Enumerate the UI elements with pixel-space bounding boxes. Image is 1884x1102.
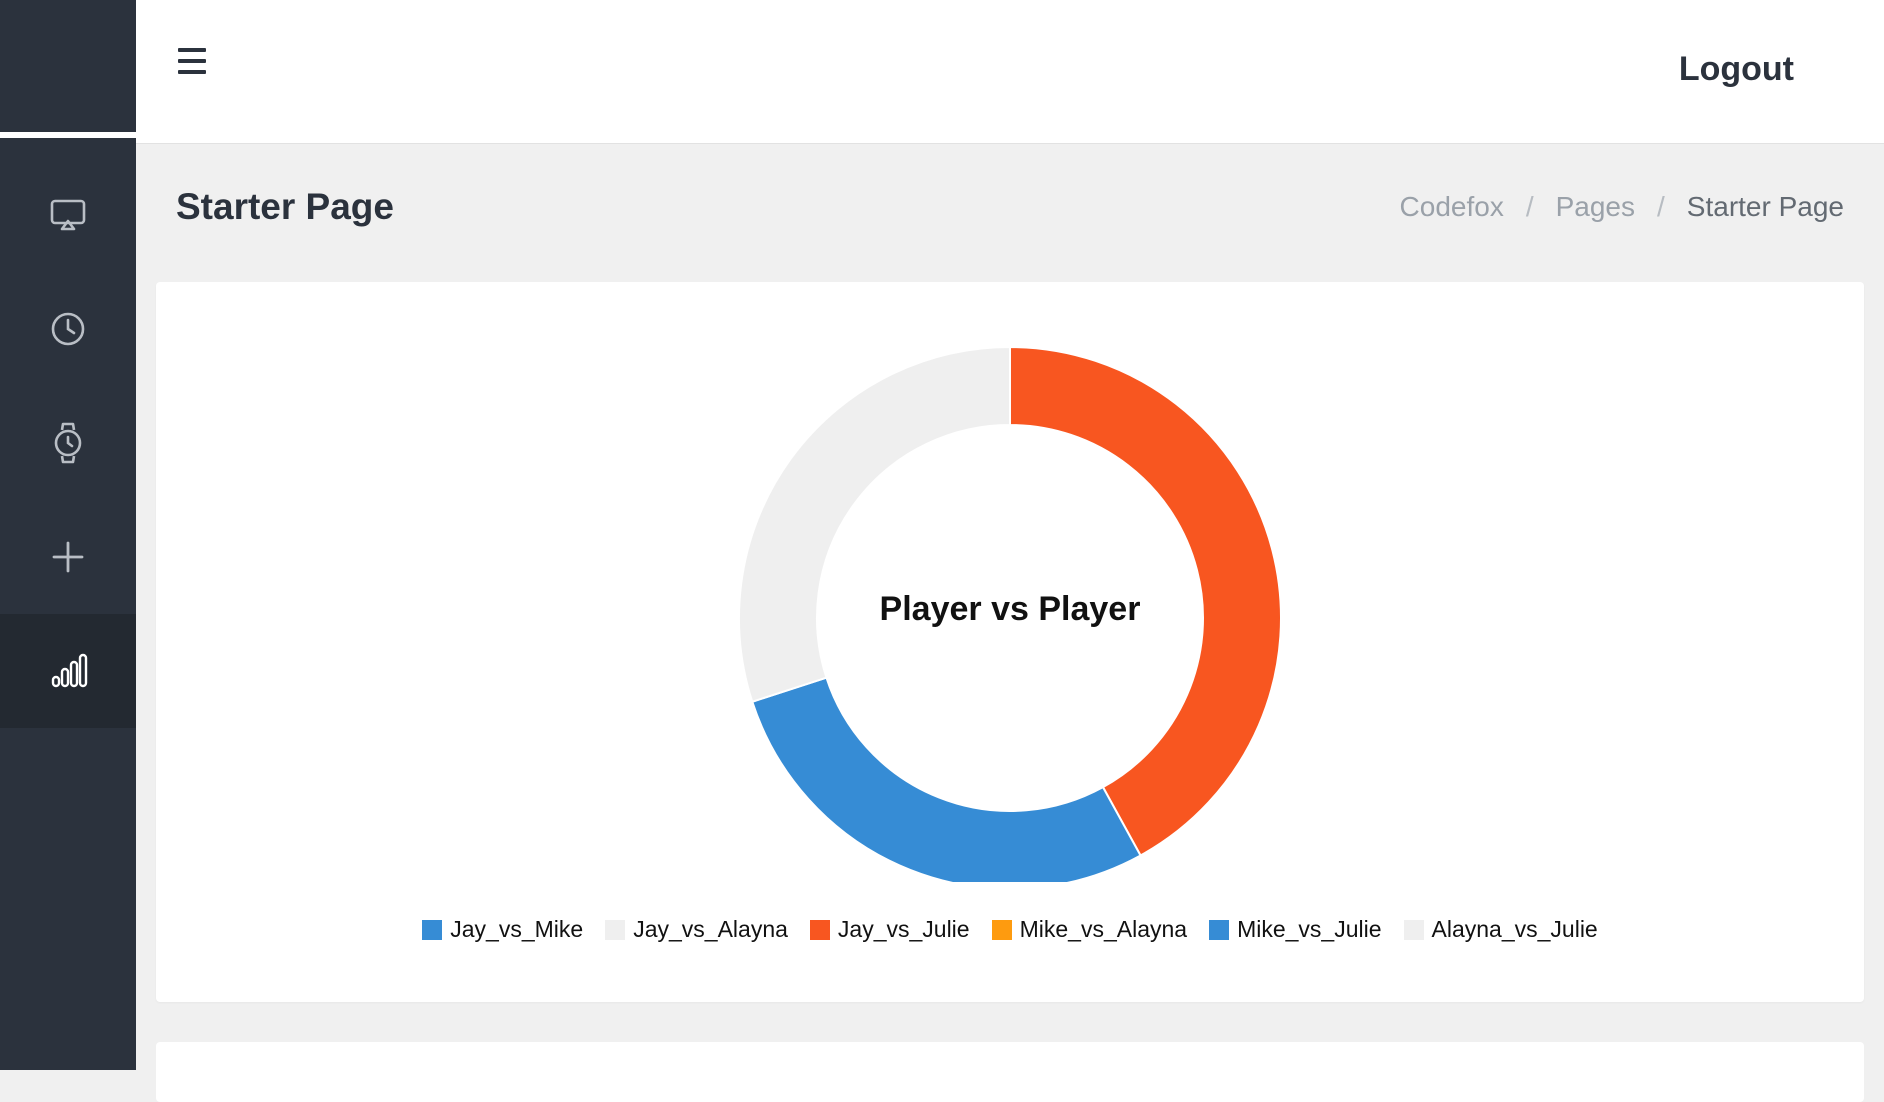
sidebar-item-stats[interactable] <box>0 614 136 728</box>
breadcrumb-item-pages[interactable]: Pages <box>1555 191 1636 222</box>
page-title: Starter Page <box>176 186 394 227</box>
sidebar-item-history[interactable] <box>0 272 136 386</box>
sidebar-item-add[interactable] <box>0 500 136 614</box>
legend-swatch <box>605 919 626 940</box>
chart-legend: Jay_vs_Mike Jay_vs_Alayna Jay_vs_Julie Mike… <box>156 916 1864 943</box>
breadcrumb-item-codefox[interactable]: Codefox <box>1399 191 1504 222</box>
breadcrumb-separator: / <box>1657 191 1665 222</box>
legend-label: Mike_vs_Julie <box>1237 916 1382 942</box>
logo-area <box>0 0 136 138</box>
plus-icon <box>52 541 84 573</box>
legend-swatch <box>809 919 830 940</box>
legend-item-jay-vs-julie[interactable]: Jay_vs_Julie <box>809 916 970 943</box>
breadcrumb-separator: / <box>1525 191 1534 222</box>
monitor-icon <box>50 199 86 231</box>
legend-item-jay-vs-alayna[interactable]: Jay_vs_Alayna <box>605 916 788 943</box>
chart-card: Player vs Player Jay_vs_Mike Jay_vs_Alayn… <box>156 282 1864 1002</box>
legend-item-mike-vs-alayna[interactable]: Mike_vs_Alayna <box>991 916 1188 943</box>
legend-label: Mike_vs_Alayna <box>1019 916 1188 942</box>
watch-icon <box>54 422 82 464</box>
legend-swatch <box>422 919 443 940</box>
donut-slice-mike-vs-julie[interactable] <box>751 676 1142 882</box>
donut-slice-alayna-vs-julie[interactable] <box>738 345 1011 704</box>
chart-center-label: Player vs Player <box>879 590 1141 628</box>
hamburger-icon[interactable] <box>178 48 212 78</box>
breadcrumb: Codefox / Pages / Starter Page <box>1400 191 1844 223</box>
legend-label: Jay_vs_Alayna <box>633 916 788 942</box>
legend-label: Jay_vs_Mike <box>450 916 584 942</box>
legend-item-jay-vs-mike[interactable]: Jay_vs_Mike <box>422 916 583 943</box>
breadcrumb-item-current: Starter Page <box>1686 191 1844 222</box>
donut-slice-jay-vs-julie[interactable] <box>1009 345 1282 857</box>
bar-chart-icon <box>51 653 88 688</box>
legend-item-mike-vs-julie[interactable]: Mike_vs_Julie <box>1209 916 1382 943</box>
sidebar-item-dashboard[interactable] <box>0 158 136 272</box>
legend-label: Jay_vs_Julie <box>837 916 970 942</box>
donut-chart <box>738 345 1282 882</box>
legend-swatch <box>1209 919 1230 940</box>
sidebar <box>0 0 136 1070</box>
legend-swatch <box>991 919 1012 940</box>
second-card <box>156 1042 1864 1102</box>
top-bar: Logout <box>136 0 1884 144</box>
clock-icon <box>51 312 85 346</box>
logout-button[interactable]: Logout <box>1678 50 1794 88</box>
legend-label: Alayna_vs_Julie <box>1431 916 1598 942</box>
legend-swatch <box>1403 919 1424 940</box>
sidebar-item-timer[interactable] <box>0 386 136 500</box>
legend-item-alayna-vs-julie[interactable]: Alayna_vs_Julie <box>1403 916 1598 943</box>
